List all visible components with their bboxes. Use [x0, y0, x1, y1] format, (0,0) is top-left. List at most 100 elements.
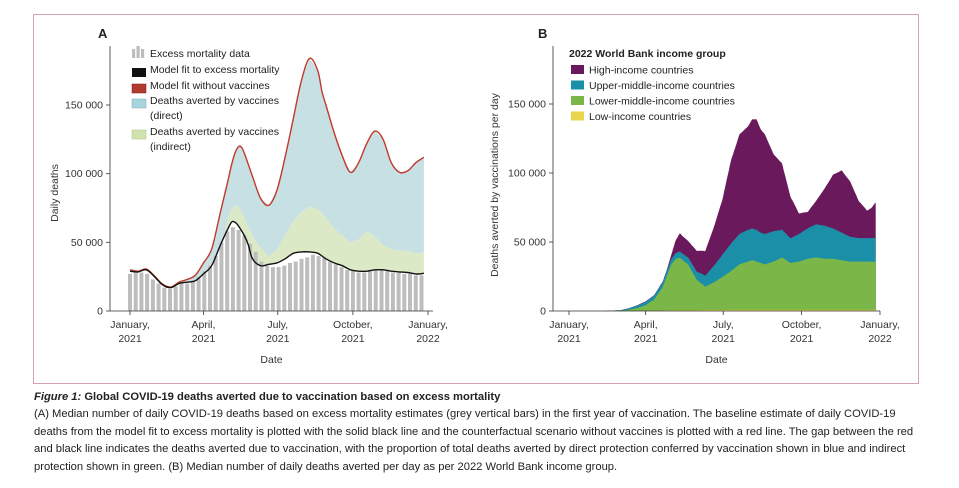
panel-a-bar [185, 283, 190, 311]
panel-a-y-tick-label: 0 [97, 306, 103, 318]
panel-a-bar [316, 256, 321, 311]
panel-b-x-tick-label: January, [549, 319, 589, 331]
panel-b-legend-label: Upper-middle-income countries [589, 80, 735, 92]
panel-a-bar [379, 269, 384, 311]
panel-a-bar [276, 267, 281, 311]
panel-b-y-tick-label: 50 000 [514, 237, 546, 249]
panel-a-x-tick-label: April, [192, 319, 216, 331]
panel-a-line-model-fit [129, 220, 425, 289]
panel-b-x-tick-label-year: 2021 [712, 333, 736, 345]
panel-a-bar [270, 267, 275, 311]
panel-a-bar [339, 267, 344, 311]
panel-a-bar [219, 242, 224, 311]
panel-a-x-tick-label-year: 2021 [192, 333, 216, 345]
panel-b-legend-label: Lower-middle-income countries [589, 96, 735, 108]
panel-b-label: B [538, 26, 547, 41]
caption-title: Global COVID-19 deaths averted due to va… [81, 391, 501, 403]
panel-a-y-tick-label: 100 000 [65, 168, 103, 180]
panel-a-bar [413, 275, 418, 311]
panel-a-legend-label: Model fit to excess mortality [150, 64, 280, 76]
panel-b-y-tick-label: 150 000 [508, 99, 546, 111]
panel-a-legend-swatch-bars [132, 49, 136, 58]
panel-a-bar [396, 272, 401, 311]
panel-a-bar [139, 272, 144, 311]
panel-b-x-tick-label: October, [782, 319, 822, 331]
panel-a-y-tick-label: 50 000 [71, 237, 103, 249]
panel-b-x-tick-label: April, [634, 319, 658, 331]
panel-a-bar [328, 261, 332, 311]
panel-a-x-tick-label: October, [333, 319, 373, 331]
panel-b-legend-swatch [571, 111, 584, 121]
panel-a-bar [179, 283, 184, 311]
caption-body: (A) Median number of daily COVID-19 deat… [34, 408, 914, 473]
panel-a-x-tick-label: January, [408, 319, 448, 331]
panel-a-bar [259, 261, 264, 311]
panel-a-x-tick-label: January, [110, 319, 150, 331]
panel-a-legend-label-line2: (indirect) [150, 141, 191, 153]
panel-a-bar [150, 279, 155, 311]
panel-a-bar [333, 264, 338, 311]
panel-b-x-tick-label-year: 2021 [634, 333, 658, 345]
panel-b-x-axis-title: Date [705, 354, 727, 366]
panel-a-bar [133, 272, 138, 311]
panel-a-bar [173, 286, 178, 311]
panel-a-legend-swatch-direct [131, 98, 147, 109]
panel-a-bar [345, 269, 350, 311]
panel-b-x-tick-label-year: 2022 [868, 333, 892, 345]
panel-a-bar [299, 258, 304, 311]
panel-a-bar [419, 275, 424, 311]
panel-a-bar [162, 287, 167, 311]
panel-b-area-lower-middle-income-countries [569, 257, 876, 311]
panel-a-legend-label: Model fit without vaccines [150, 80, 270, 92]
panel-a-bar [350, 271, 355, 311]
panel-a-legend-swatch-black [132, 68, 146, 77]
chart-panel-a: A Daily deaths 0 50 000 100 000 150 000 Januar… [49, 26, 448, 366]
panel-a-bar [373, 269, 378, 311]
panel-a-bar [196, 276, 201, 311]
panel-a-bar [202, 271, 207, 311]
panel-a-x-tick-label: July, [267, 319, 288, 331]
panel-a-bar [168, 289, 172, 311]
panel-a-legend-swatch-red [131, 83, 147, 94]
panel-b-x-tick-label-year: 2021 [557, 333, 581, 345]
panel-a-legend-label: Deaths averted by vaccines [150, 126, 279, 138]
panel-b-y-tick-label: 0 [540, 306, 546, 318]
panel-a-x-tick-label-year: 2021 [341, 333, 365, 345]
panel-a-bar [385, 271, 390, 311]
panel-a-bar [230, 227, 235, 311]
panel-b-y-tick-label: 100 000 [508, 168, 546, 180]
panel-a-bar [265, 265, 270, 311]
panel-a-bar [305, 257, 310, 311]
panel-a-bar [362, 272, 367, 311]
panel-a-y-tick-label: 150 000 [65, 100, 103, 112]
panel-a-bar [288, 262, 292, 311]
panel-a-legend-label: Excess mortality data [150, 48, 250, 60]
panel-b-x-tick-label: July, [713, 319, 734, 331]
panel-b-legend-title: 2022 World Bank income group [569, 48, 726, 60]
panel-b-legend-swatch [571, 65, 584, 74]
caption-figure-label: Figure 1: [34, 391, 82, 403]
panel-a-bar [208, 265, 212, 311]
panel-a-bar [236, 230, 241, 311]
panel-a-y-axis-title: Daily deaths [49, 164, 61, 222]
panel-a-legend-label: Deaths averted by vaccines [150, 95, 279, 107]
panel-a-area-indirect [130, 205, 424, 288]
panel-a-bar [282, 265, 287, 311]
panel-b-legend-label: High-income countries [589, 65, 693, 77]
panel-a-legend-swatch-bars [141, 49, 145, 58]
panel-a-x-axis-title: Date [260, 354, 282, 366]
panel-a-area-direct [130, 58, 424, 288]
panel-a-x-tick-label-year: 2021 [118, 333, 142, 345]
figure-caption: Figure 1: Global COVID-19 deaths averted… [34, 389, 924, 476]
panel-a-bar [225, 231, 230, 311]
panel-a-bar [145, 273, 150, 311]
panel-a-bar [248, 243, 252, 311]
panel-a-bar [390, 272, 395, 311]
panel-a-bar [368, 271, 372, 311]
panel-a-bar [322, 257, 327, 311]
panel-a-bar [213, 256, 218, 311]
panel-a-legend-label-line2: (direct) [150, 110, 183, 122]
panel-a-legend-swatch-indirect [131, 129, 147, 140]
panel-a-bar [402, 273, 407, 311]
panel-b-legend-swatch [571, 96, 584, 105]
